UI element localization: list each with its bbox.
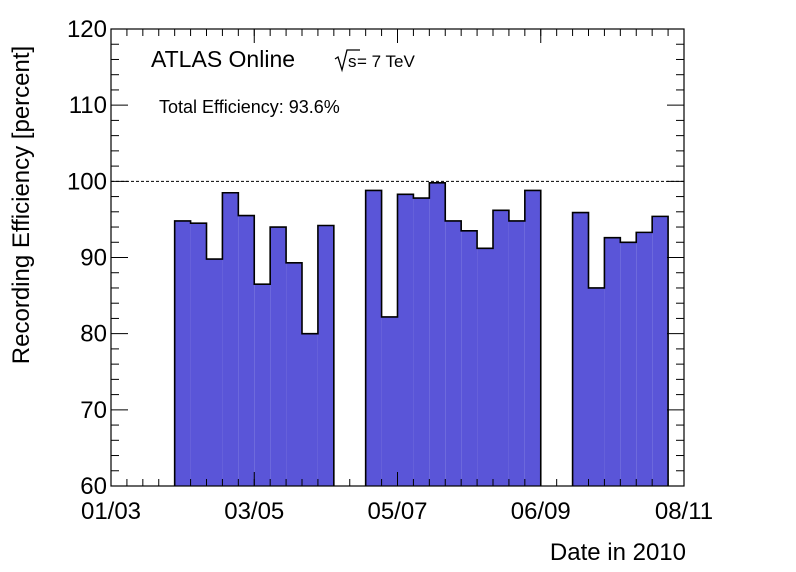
- y-tick-label-60: 60: [80, 473, 107, 500]
- x-tick-label-01/03: 01/03: [81, 498, 141, 525]
- bar-2010-10-11: [620, 242, 637, 486]
- energy-annotation: s = 7 TeV: [334, 49, 415, 73]
- bar-2010-04-05: [190, 223, 207, 486]
- atlas-online-label: ATLAS Online: [151, 46, 295, 72]
- energy-sqrt-arg: s: [348, 52, 357, 71]
- ticks-layer: 60 70 80 90 100 110 120 01/03 03/05 05/07 06/09 08/…: [67, 16, 713, 525]
- x-tick-label-08/11: 08/11: [655, 498, 713, 525]
- bar-2010-05-24: [302, 333, 318, 486]
- bar-2010-09-20: [572, 212, 589, 487]
- x-tick-label-05/07: 05/07: [367, 498, 427, 525]
- y-tick-label-70: 70: [80, 397, 107, 424]
- bar-2010-08-30: [524, 190, 541, 486]
- bars-layer: [173, 182, 669, 487]
- y-tick-label-110: 110: [69, 92, 107, 119]
- energy-value: = 7 TeV: [357, 52, 415, 71]
- bar-2010-07-19: [429, 182, 446, 486]
- y-tick-label-80: 80: [80, 321, 107, 348]
- bar-2010-05-10: [270, 227, 287, 487]
- bar-2010-08-02: [461, 230, 478, 486]
- bar-2010-05-31: [317, 225, 334, 486]
- bar-2010-07-12: [413, 198, 430, 486]
- bar-2010-10-04: [604, 237, 621, 486]
- bar-2010-10-25: [652, 216, 669, 486]
- bars-outline: [173, 182, 669, 486]
- bar-2010-04-12: [206, 259, 223, 486]
- bar-2010-05-03: [254, 284, 271, 486]
- bar-2010-04-26: [238, 215, 255, 486]
- x-tick-label-03/05: 03/05: [224, 498, 284, 525]
- bar-2010-09-27: [588, 287, 605, 486]
- bar-2010-08-23: [508, 220, 525, 486]
- y-tick-label-120: 120: [67, 16, 107, 43]
- y-tick-label-90: 90: [80, 245, 107, 272]
- bar-2010-08-16: [493, 210, 509, 486]
- y-axis-title: Recording Efficiency [percent]: [8, 46, 35, 364]
- bar-2010-07-26: [445, 220, 462, 486]
- bar-2010-03-29: [174, 220, 191, 486]
- total-efficiency-label: Total Efficiency: 93.6%: [159, 97, 340, 117]
- bar-2010-06-21: [365, 190, 382, 486]
- bar-2010-07-05: [397, 194, 414, 486]
- bar-2010-08-09: [477, 248, 493, 486]
- bar-2010-05-17: [286, 262, 302, 486]
- y-tick-label-100: 100: [67, 168, 107, 195]
- sqrt-symbol-icon: [334, 49, 360, 73]
- x-tick-label-06/09: 06/09: [511, 498, 571, 525]
- bar-2010-06-28: [381, 316, 398, 486]
- bar-2010-10-18: [636, 232, 653, 486]
- bar-2010-04-19: [222, 192, 239, 486]
- x-axis-title: Date in 2010: [550, 539, 686, 566]
